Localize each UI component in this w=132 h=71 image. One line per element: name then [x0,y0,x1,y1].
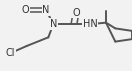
Text: O: O [21,5,29,15]
Text: Cl: Cl [5,48,15,58]
Text: HN: HN [83,19,98,29]
Text: N: N [50,19,57,29]
Text: O: O [72,8,80,18]
Text: N: N [42,5,50,15]
